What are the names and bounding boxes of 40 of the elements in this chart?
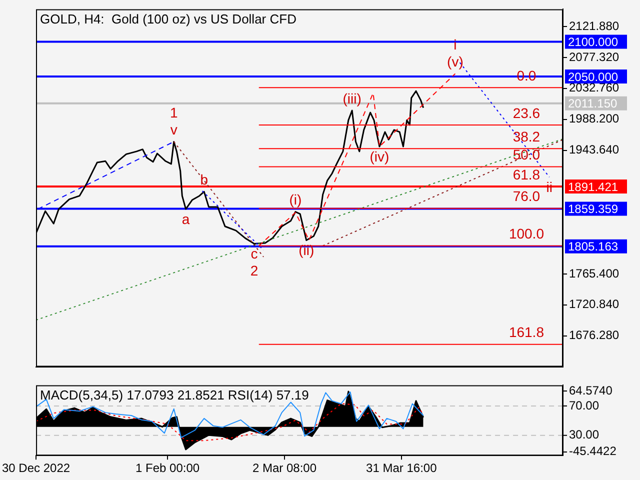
x-tick-label: 2 Mar 08:00	[252, 461, 317, 476]
annotation: 2	[250, 262, 258, 279]
ref-line-label: 1891.421	[568, 180, 618, 194]
ref-line-label: 2100.000	[568, 35, 618, 50]
x-tick-label: 1 Feb 00:00	[136, 461, 200, 476]
x-tick-label: 31 Mar 16:00	[366, 461, 438, 476]
annotation: b	[200, 172, 208, 188]
annotation: i	[454, 36, 457, 53]
y-tick-label: 1943.640	[569, 142, 620, 157]
annotation: v	[170, 122, 178, 138]
annotation: (v)	[447, 54, 464, 70]
x-tick-label: 30 Dec 2022	[2, 461, 70, 476]
y-tick-label: 1988.200	[569, 112, 620, 126]
annotation: 61.8	[512, 166, 540, 182]
y-tick-label: -45.4422	[569, 444, 617, 458]
y2-tick-label: 70.00	[569, 398, 600, 412]
chart-title: GOLD, H4: Gold (100 oz) vs US Dollar CFD	[40, 11, 296, 26]
y-tick-label: 64.5740	[569, 383, 613, 398]
y-tick-label: 2121.880	[569, 18, 620, 33]
y-tick-label: 1765.400	[569, 266, 620, 280]
y-tick-label: 1720.840	[569, 297, 620, 312]
annotation: 161.8	[508, 324, 544, 340]
annotation: 38.2	[512, 128, 540, 145]
y-tick-label: 1676.280	[569, 328, 620, 342]
annotation: c	[250, 246, 258, 262]
ref-line-label: 1805.163	[568, 240, 618, 254]
annotation: (iii)	[342, 90, 362, 106]
y-tick-label: 2077.320	[569, 50, 620, 64]
annotation: 1	[170, 104, 178, 121]
y2-tick-label: 30.00	[569, 428, 600, 442]
annotation: (i)	[289, 192, 302, 208]
annotation: 23.6	[512, 104, 540, 121]
annotation: 76.0	[512, 188, 540, 204]
annotation: a	[182, 210, 190, 227]
line-series	[36, 403, 424, 442]
chart-title: MACD(5,34,5) 17.0793 21.8521 RSI(14) 57.19	[40, 387, 309, 402]
ref-line-label: 1859.359	[568, 202, 618, 216]
ref-line-label: 2011.150	[568, 96, 618, 111]
annotation: 100.0	[508, 226, 544, 242]
annotation: (iv)	[370, 148, 390, 164]
